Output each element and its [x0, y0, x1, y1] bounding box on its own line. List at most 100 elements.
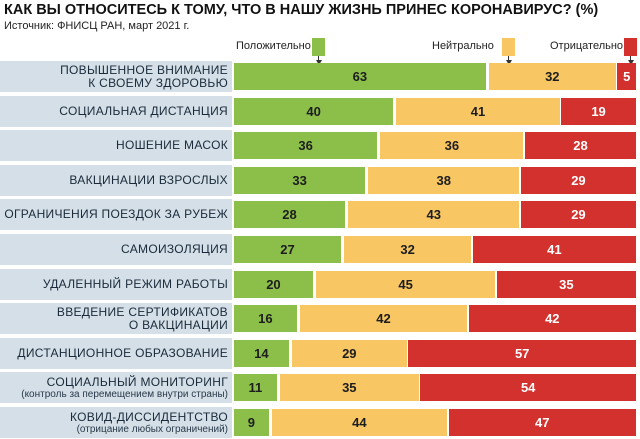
data-label: 28	[282, 207, 297, 223]
bar-row: ВАКЦИНАЦИИ ВЗРОСЛЫХ 33 38 29	[0, 164, 640, 197]
data-label: 35	[559, 276, 574, 292]
row-label-background	[0, 164, 232, 196]
bar-segment-negative: 41	[472, 236, 636, 263]
data-label: 29	[571, 207, 586, 223]
category-label-line: СОЦИАЛЬНАЯ ДИСТАНЦИЯ	[59, 103, 228, 118]
row-label-background	[0, 372, 232, 404]
category-label: НОШЕНИЕ МАСОК	[0, 129, 228, 162]
data-label: 16	[258, 311, 273, 327]
legend-arrow-negative	[628, 60, 634, 65]
bar-row: ДИСТАНЦИОННОЕ ОБРАЗОВАНИЕ 14 29 57	[0, 337, 640, 370]
legend-tick-neutral	[508, 56, 509, 62]
bar-row: СОЦИАЛЬНАЯ ДИСТАНЦИЯ 40 41 19	[0, 95, 640, 128]
bar-segment-positive: 20	[234, 270, 313, 298]
row-label-background	[0, 130, 232, 162]
category-label: УДАЛЕННЫЙ РЕЖИМ РАБОТЫ	[0, 268, 228, 301]
data-label: 40	[306, 103, 321, 119]
data-label: 9	[247, 415, 255, 430]
category-label: ВАКЦИНАЦИИ ВЗРОСЛЫХ	[0, 164, 228, 197]
legend-swatch-negative	[624, 38, 637, 56]
data-label: 14	[254, 345, 269, 361]
bar-segment-negative: 57	[408, 339, 636, 367]
legend-item-neutral: Нейтрально	[432, 38, 518, 65]
data-label: 36	[444, 138, 460, 154]
category-label-line: К СВОЕМУ ЗДОРОВЬЮ	[88, 75, 228, 90]
bar-segment-neutral: 32	[344, 236, 472, 263]
bar-segment-negative: 28	[524, 132, 636, 160]
category-label-line: СОЦИАЛЬНЫЙ МОНИТОРИНГ	[46, 374, 228, 389]
chart-title: КАК ВЫ ОТНОСИТЕСЬ К ТОМУ, ЧТО В НАШУ ЖИЗ…	[4, 2, 599, 18]
category-label: ДИСТАНЦИОННОЕ ОБРАЗОВАНИЕ	[0, 337, 228, 370]
row-label-background	[0, 95, 232, 127]
category-label: ВВЕДЕНИЕ СЕРТИФИКАТОВ О ВАКЦИНАЦИИ	[0, 302, 228, 335]
row-label-background	[0, 199, 232, 231]
bar-segment-positive: 14	[234, 339, 289, 367]
row-label-background	[0, 268, 232, 300]
bar-segment-neutral: 35	[279, 374, 419, 402]
bar-segment-positive: 40	[234, 97, 394, 125]
data-label: 42	[376, 311, 391, 327]
bar-row: ПОВЫШЕННОЕ ВНИМАНИЕ К СВОЕМУ ЗДОРОВЬЮ 63 32…	[0, 60, 640, 93]
category-label: СОЦИАЛЬНАЯ ДИСТАНЦИЯ	[0, 95, 228, 128]
bar-row: УДАЛЕННЫЙ РЕЖИМ РАБОТЫ 20 45 35	[0, 268, 640, 301]
category-label-line: ВВЕДЕНИЕ СЕРТИФИКАТОВ	[56, 304, 228, 319]
bar-segment-neutral: 42	[299, 305, 468, 333]
row-label-background	[0, 234, 232, 265]
category-label: САМОИЗОЛЯЦИЯ	[0, 233, 228, 266]
data-label: 27	[280, 242, 295, 257]
bar-segment-positive: 33	[234, 166, 366, 194]
row-label-background	[0, 303, 232, 335]
data-label: 36	[298, 138, 313, 154]
data-label: 28	[573, 138, 588, 154]
category-label-line: ВАКЦИНАЦИИ ВЗРОСЛЫХ	[69, 172, 228, 187]
bar-segment-neutral: 41	[396, 97, 560, 125]
row-label-background	[0, 61, 232, 92]
bar-row: ВВЕДЕНИЕ СЕРТИФИКАТОВ О ВАКЦИНАЦИИ 16 42 42	[0, 302, 640, 335]
legend-label-negative: Отрицательно	[550, 40, 624, 52]
bar-row: ОГРАНИЧЕНИЯ ПОЕЗДОК ЗА РУБЕЖ 28 43 29	[0, 198, 640, 231]
data-label: 20	[266, 276, 281, 292]
bar-segment-negative: 19	[561, 97, 636, 125]
data-label: 54	[520, 380, 536, 396]
bar-segment-negative: 5	[617, 63, 636, 90]
data-label: 47	[535, 415, 550, 430]
bar-segment-neutral: 29	[291, 339, 407, 367]
bar-segment-positive: 36	[234, 132, 378, 160]
data-label: 41	[470, 103, 486, 119]
legend-arrow-neutral	[506, 60, 512, 65]
source-note: Источник: ФНИСЦ РАН, март 2021 г.	[4, 20, 190, 32]
data-label: 44	[352, 415, 367, 430]
data-label: 29	[571, 172, 586, 188]
bar-row: КОВИД-ДИССИДЕНТСТВО (отрицание любых огра…	[0, 406, 640, 439]
category-label-line: САМОИЗОЛЯЦИЯ	[121, 242, 228, 256]
bar-segment-neutral: 43	[348, 201, 520, 229]
legend-item-positive: Положительно	[236, 38, 328, 65]
category-label: ПОВЫШЕННОЕ ВНИМАНИЕ К СВОЕМУ ЗДОРОВЬЮ	[0, 60, 228, 93]
category-label-line: НОШЕНИЕ МАСОК	[116, 138, 228, 153]
category-note: (отрицание любых ограничений)	[76, 423, 228, 435]
bar-segment-neutral: 32	[488, 63, 616, 90]
bar-segment-positive: 16	[234, 305, 297, 333]
category-label-line: УДАЛЕННЫЙ РЕЖИМ РАБОТЫ	[42, 276, 228, 291]
bar-segment-positive: 28	[234, 201, 346, 229]
category-note: (контроль за перемещением внутри страны)	[21, 388, 228, 400]
category-label: КОВИД-ДИССИДЕНТСТВО (отрицание любых огра…	[0, 406, 228, 439]
data-label: 11	[248, 380, 263, 396]
data-label: 45	[398, 276, 413, 292]
bar-segment-neutral: 45	[315, 270, 496, 298]
bar-segment-positive: 27	[234, 236, 342, 263]
data-label: 57	[514, 345, 530, 361]
category-label-line: О ВАКЦИНАЦИИ	[128, 317, 228, 332]
category-label-line: КОВИД-ДИССИДЕНТСТВО	[69, 409, 228, 424]
bar-segment-neutral: 44	[271, 409, 448, 436]
legend-swatch-neutral	[502, 38, 515, 56]
bar-segment-neutral: 38	[368, 166, 520, 194]
bar-segment-positive: 9	[234, 409, 269, 436]
legend-swatch-positive	[312, 38, 325, 56]
data-label: 32	[400, 242, 415, 257]
legend-tick-positive	[318, 56, 319, 62]
category-label-line: ДИСТАНЦИОННОЕ ОБРАЗОВАНИЕ	[17, 345, 228, 360]
data-label: 63	[352, 69, 368, 84]
data-label: 35	[342, 380, 357, 396]
data-label: 43	[426, 207, 441, 223]
